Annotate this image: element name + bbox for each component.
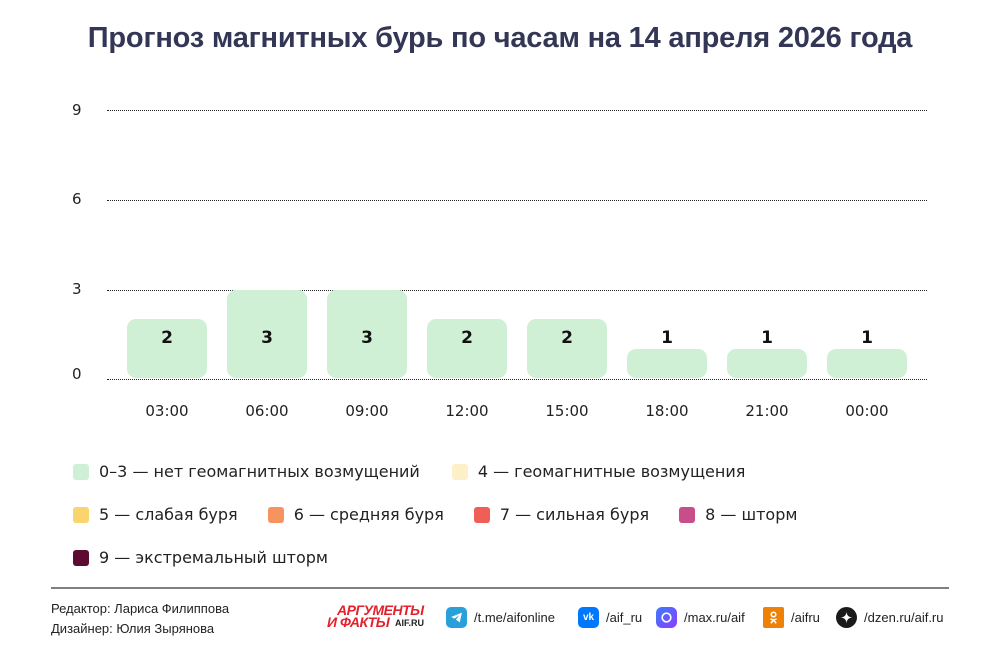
legend-swatch bbox=[451, 463, 468, 480]
legend-swatch bbox=[73, 506, 89, 523]
social-max[interactable]: /max.ru/aif bbox=[656, 607, 745, 628]
bar-0300 bbox=[127, 319, 207, 378]
bar-1800 bbox=[627, 349, 707, 378]
editor-credit: Редактор: Лариса Филиппова bbox=[51, 601, 230, 616]
value-label: 2 bbox=[561, 328, 573, 348]
social-telegram[interactable]: /t.me/aifonline bbox=[446, 607, 555, 628]
y-tick-9: 9 bbox=[72, 101, 82, 119]
legend-swatch bbox=[679, 506, 696, 523]
legend-item-7: 7 — сильная буря bbox=[473, 505, 650, 524]
value-label: 2 bbox=[161, 328, 173, 348]
legend-label: 6 — средняя буря bbox=[293, 505, 444, 524]
logo-line1: АРГУМЕНТЫ bbox=[337, 602, 424, 618]
bar-0900 bbox=[327, 290, 407, 378]
footer-divider bbox=[51, 587, 949, 589]
x-tick: 00:00 bbox=[845, 402, 889, 420]
telegram-icon bbox=[446, 607, 467, 628]
value-label: 3 bbox=[261, 328, 273, 348]
x-tick: 18:00 bbox=[645, 402, 689, 420]
legend-label: 0–3 — нет геомагнитных возмущений bbox=[99, 462, 420, 481]
logo-site: AIF.RU bbox=[395, 618, 424, 628]
legend-label: 5 — слабая буря bbox=[99, 505, 238, 524]
designer-credit: Дизайнер: Юлия Зырянова bbox=[51, 621, 215, 636]
x-tick: 21:00 bbox=[745, 402, 789, 420]
y-tick-6: 6 bbox=[72, 190, 82, 208]
social-label: /aifru bbox=[791, 610, 820, 625]
gridline-3 bbox=[107, 290, 927, 291]
gridline-9 bbox=[107, 110, 927, 111]
logo-line2: И ФАКТЫ bbox=[327, 614, 390, 630]
legend-label: 4 — геомагнитные возмущения bbox=[477, 462, 746, 481]
social-dzen[interactable]: /dzen.ru/aif.ru bbox=[836, 607, 944, 628]
x-tick: 06:00 bbox=[245, 402, 289, 420]
dzen-icon bbox=[836, 607, 857, 628]
odnoklassniki-icon bbox=[763, 607, 784, 628]
legend-label: 8 — шторм bbox=[705, 505, 798, 524]
bar-2100 bbox=[727, 349, 807, 378]
social-label: /aif_ru bbox=[606, 610, 643, 625]
bar-1500 bbox=[527, 319, 607, 378]
legend-item-6: 6 — средняя буря bbox=[267, 505, 444, 524]
legend-row-2: 5 — слабая буря 6 — средняя буря 7 — сил… bbox=[73, 505, 827, 524]
value-label: 1 bbox=[861, 328, 873, 348]
max-icon bbox=[656, 607, 677, 628]
legend-item-8: 8 — шторм bbox=[679, 505, 797, 524]
legend-swatch bbox=[73, 463, 89, 480]
legend-item-9: 9 — экстремальный шторм bbox=[73, 548, 328, 567]
y-tick-3: 3 bbox=[72, 280, 82, 298]
x-tick: 09:00 bbox=[345, 402, 389, 420]
value-label: 2 bbox=[461, 328, 473, 348]
social-vk[interactable]: vk /aif_ru bbox=[578, 607, 642, 628]
bar-0600 bbox=[227, 290, 307, 378]
gridline-0 bbox=[107, 379, 927, 380]
social-ok[interactable]: /aifru bbox=[763, 607, 820, 628]
value-label: 1 bbox=[661, 328, 673, 348]
legend-label: 7 — сильная буря bbox=[499, 505, 650, 524]
legend-swatch bbox=[73, 549, 89, 566]
chart-title: Прогноз магнитных бурь по часам на 14 ап… bbox=[87, 22, 913, 54]
gridline-6 bbox=[107, 200, 927, 201]
credits: Редактор: Лариса Филиппова Дизайнер: Юли… bbox=[51, 599, 229, 639]
legend-row-3: 9 — экстремальный шторм bbox=[73, 548, 358, 567]
social-label: /dzen.ru/aif.ru bbox=[864, 610, 944, 625]
legend-swatch bbox=[473, 506, 490, 523]
legend-item-0-3: 0–3 — нет геомагнитных возмущений bbox=[73, 462, 420, 481]
aif-logo[interactable]: АРГУМЕНТЫ И ФАКТЫ AIF.RU bbox=[327, 602, 435, 630]
vk-icon: vk bbox=[578, 607, 599, 628]
x-tick: 15:00 bbox=[545, 402, 589, 420]
y-tick-0: 0 bbox=[72, 365, 82, 383]
value-label: 3 bbox=[361, 328, 373, 348]
bar-chart: 9 6 3 0 2 3 3 2 2 1 1 1 03:00 06:00 09:0… bbox=[72, 101, 927, 420]
legend-row-1: 0–3 — нет геомагнитных возмущений 4 — ге… bbox=[73, 462, 775, 481]
legend-item-4: 4 — геомагнитные возмущения bbox=[451, 462, 746, 481]
legend-item-5: 5 — слабая буря bbox=[73, 505, 238, 524]
x-tick: 03:00 bbox=[145, 402, 189, 420]
legend-label: 9 — экстремальный шторм bbox=[99, 548, 328, 567]
x-tick: 12:00 bbox=[445, 402, 489, 420]
social-label: /t.me/aifonline bbox=[474, 610, 555, 625]
bar-1200 bbox=[427, 319, 507, 378]
value-label: 1 bbox=[761, 328, 773, 348]
legend-swatch bbox=[267, 506, 284, 523]
bar-0000 bbox=[827, 349, 907, 378]
social-label: /max.ru/aif bbox=[684, 610, 745, 625]
